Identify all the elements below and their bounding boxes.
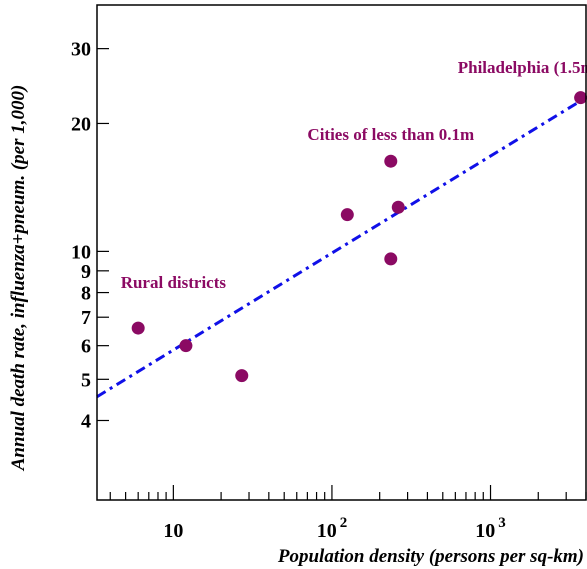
y-tick-label: 7 [81, 307, 91, 329]
y-tick-label: 8 [81, 283, 91, 305]
y-tick-label: 20 [71, 113, 91, 135]
annotation-label: Philadelphia (1.5m) [458, 58, 587, 77]
points-layer [131, 91, 587, 383]
x-tick-label: 10 2 [317, 515, 348, 542]
fit-layer [96, 99, 582, 398]
y-tick-label: 30 [71, 39, 91, 61]
x-tick-exponent: 2 [340, 515, 348, 531]
x-tick-label: 10 3 [475, 515, 506, 542]
data-point [574, 91, 587, 105]
y-tick-label: 10 [71, 241, 91, 263]
y-axis-title: Annual death rate, influenza+pneum. (per… [8, 85, 29, 472]
data-point [391, 200, 405, 214]
data-point [384, 154, 398, 168]
x-axis-title: Population density (persons per sq-km) [277, 546, 584, 567]
data-point [384, 252, 398, 266]
x-tick-exponent: 3 [498, 515, 506, 531]
y-tick-label: 4 [81, 410, 91, 432]
data-point [179, 339, 193, 353]
y-tick-label: 6 [81, 336, 91, 358]
data-point [235, 369, 249, 383]
y-tick-label: 5 [81, 369, 91, 391]
data-point [131, 321, 145, 335]
data-point [340, 208, 354, 222]
annotation-label: Cities of less than 0.1m [307, 125, 474, 144]
x-tick-label: 10 [163, 520, 183, 542]
fit-line [96, 99, 582, 398]
annotations-layer: Rural districts Cities of less than 0.1m P… [121, 58, 587, 292]
y-tick-label: 9 [81, 261, 91, 283]
plot-frame [96, 4, 587, 501]
annotation-label: Rural districts [121, 273, 227, 292]
